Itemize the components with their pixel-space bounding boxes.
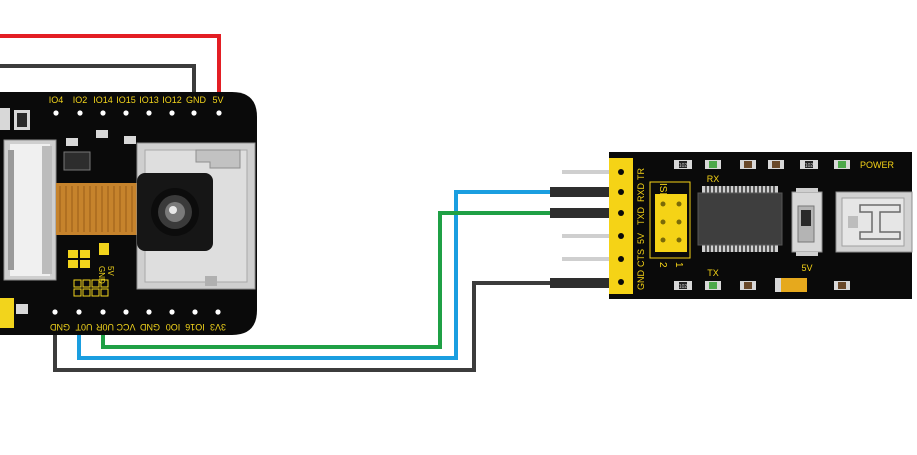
pin-label-io2: IO2 [73,95,88,105]
camera-ribbon [56,183,138,235]
ftdi-header-pins [550,170,610,288]
ftdi-label-cts: CTS [636,249,646,267]
pad-grid [73,279,109,297]
ftdi-label-gnd: GND [636,270,646,291]
pin-label-5v-top: 5V [212,95,223,105]
esp32-bottom-pins [52,309,221,315]
esp32-top-pins [53,110,222,116]
ftdi-bottom-components: TX 102 [674,268,850,292]
smd-component [63,151,91,171]
smd-component [0,298,14,328]
pin-label-io13: IO13 [139,95,159,105]
pin-label-gnd-bottom: GND [50,322,71,332]
tx-label: TX [707,268,719,278]
header-pin-gnd [550,278,610,288]
wire-blue-u0t [77,190,560,360]
smd-component [68,260,78,268]
header-pin-txd [550,208,610,218]
pin-label-io4: IO4 [49,95,64,105]
header-pin-tr [562,170,610,174]
fpc-connector [3,139,57,281]
ftdi-label-rxd: RXD [636,182,646,202]
pin-label-io12: IO12 [162,95,182,105]
voltage-label: 5V [801,263,812,273]
esp32-top-pin-labels: IO4 IO2 IO14 IO15 IO13 IO12 GND 5V [49,95,224,105]
pin-label-u0r: U0R [96,322,115,332]
smd-component [0,108,10,130]
jumper-number-2: 2 [657,262,668,268]
camera-module [137,173,213,251]
pin-label-gnd-top: GND [186,95,207,105]
header-pin-5v [562,234,610,238]
pin-label-io0: IO0 [166,322,181,332]
jumper-number-1: 1 [673,262,684,268]
side-label-gnd: GND [97,266,106,284]
ftdi-chip [697,186,783,252]
top-pin [123,110,129,116]
top-pin [146,110,152,116]
voltage-switch: 5V [791,188,823,273]
header-pin-rxd [550,187,610,197]
smd-component [96,130,108,138]
pin-label-gnd-bottom-2: GND [140,322,161,332]
pin-label-io14: IO14 [93,95,113,105]
bottom-pin [100,309,106,315]
wire-green-u0r [101,211,560,349]
top-pin [191,110,197,116]
pin-label-u0t: U0T [75,322,93,332]
smd-component [80,260,90,268]
ftdi-pin-header [609,158,633,294]
wire-red-5v [0,34,221,110]
bottom-pin [146,309,152,315]
top-pin [216,110,222,116]
top-pin [100,110,106,116]
smd-component [80,250,90,258]
isp-jumper-block: ISP 1 2 [649,181,691,268]
pin-label-io16: IO16 [185,322,205,332]
top-pin [77,110,83,116]
bottom-pin [123,309,129,315]
pin-label-vcc: VCC [116,322,136,332]
ftdi-label-txd: TXD [636,206,646,225]
side-label-5v: 5V [106,266,115,276]
bottom-pin [52,309,58,315]
wires [0,34,560,372]
smd-component [124,136,136,144]
ftdi-label-tr: TR [636,168,646,180]
smd-component [17,113,27,127]
rx-label: RX [707,174,720,184]
resistor-code-1: 102 [679,163,688,169]
ftdi-adapter: GND CTS 5V TXD RXD TR ISP 1 2 102 [550,152,913,299]
pin-label-3v3: 3V3 [210,322,226,332]
resistor-code-2: 102 [805,163,814,169]
esp32-bottom-pin-labels: GND U0T U0R VCC GND IO0 IO16 3V3 [50,322,227,332]
smd-component [66,138,78,146]
isp-label: ISP [657,183,668,199]
ftdi-pin-labels: GND CTS 5V TXD RXD TR [636,168,646,290]
top-pin [53,110,59,116]
smd-component [68,250,78,258]
ftdi-top-components: 102 102 POWER RX [674,160,895,184]
header-pin-cts [562,257,610,261]
bottom-pin [76,309,82,315]
resistor-code-3: 102 [679,284,688,290]
bottom-pin [169,309,175,315]
smd-component [16,304,28,314]
bottom-pin [215,309,221,315]
smd-component [99,243,109,255]
power-label: POWER [860,160,895,170]
mini-usb-connector [835,191,913,253]
top-pin [169,110,175,116]
pin-label-io15: IO15 [116,95,136,105]
esp32-cam-board: IO4 IO2 IO14 IO15 IO13 IO12 GND 5V [0,92,257,335]
wire-dark-gnd-bottom [53,281,560,372]
bottom-pin [192,309,198,315]
ftdi-label-5v: 5V [636,233,646,244]
esp32-side-labels: GND 5V [97,266,115,284]
